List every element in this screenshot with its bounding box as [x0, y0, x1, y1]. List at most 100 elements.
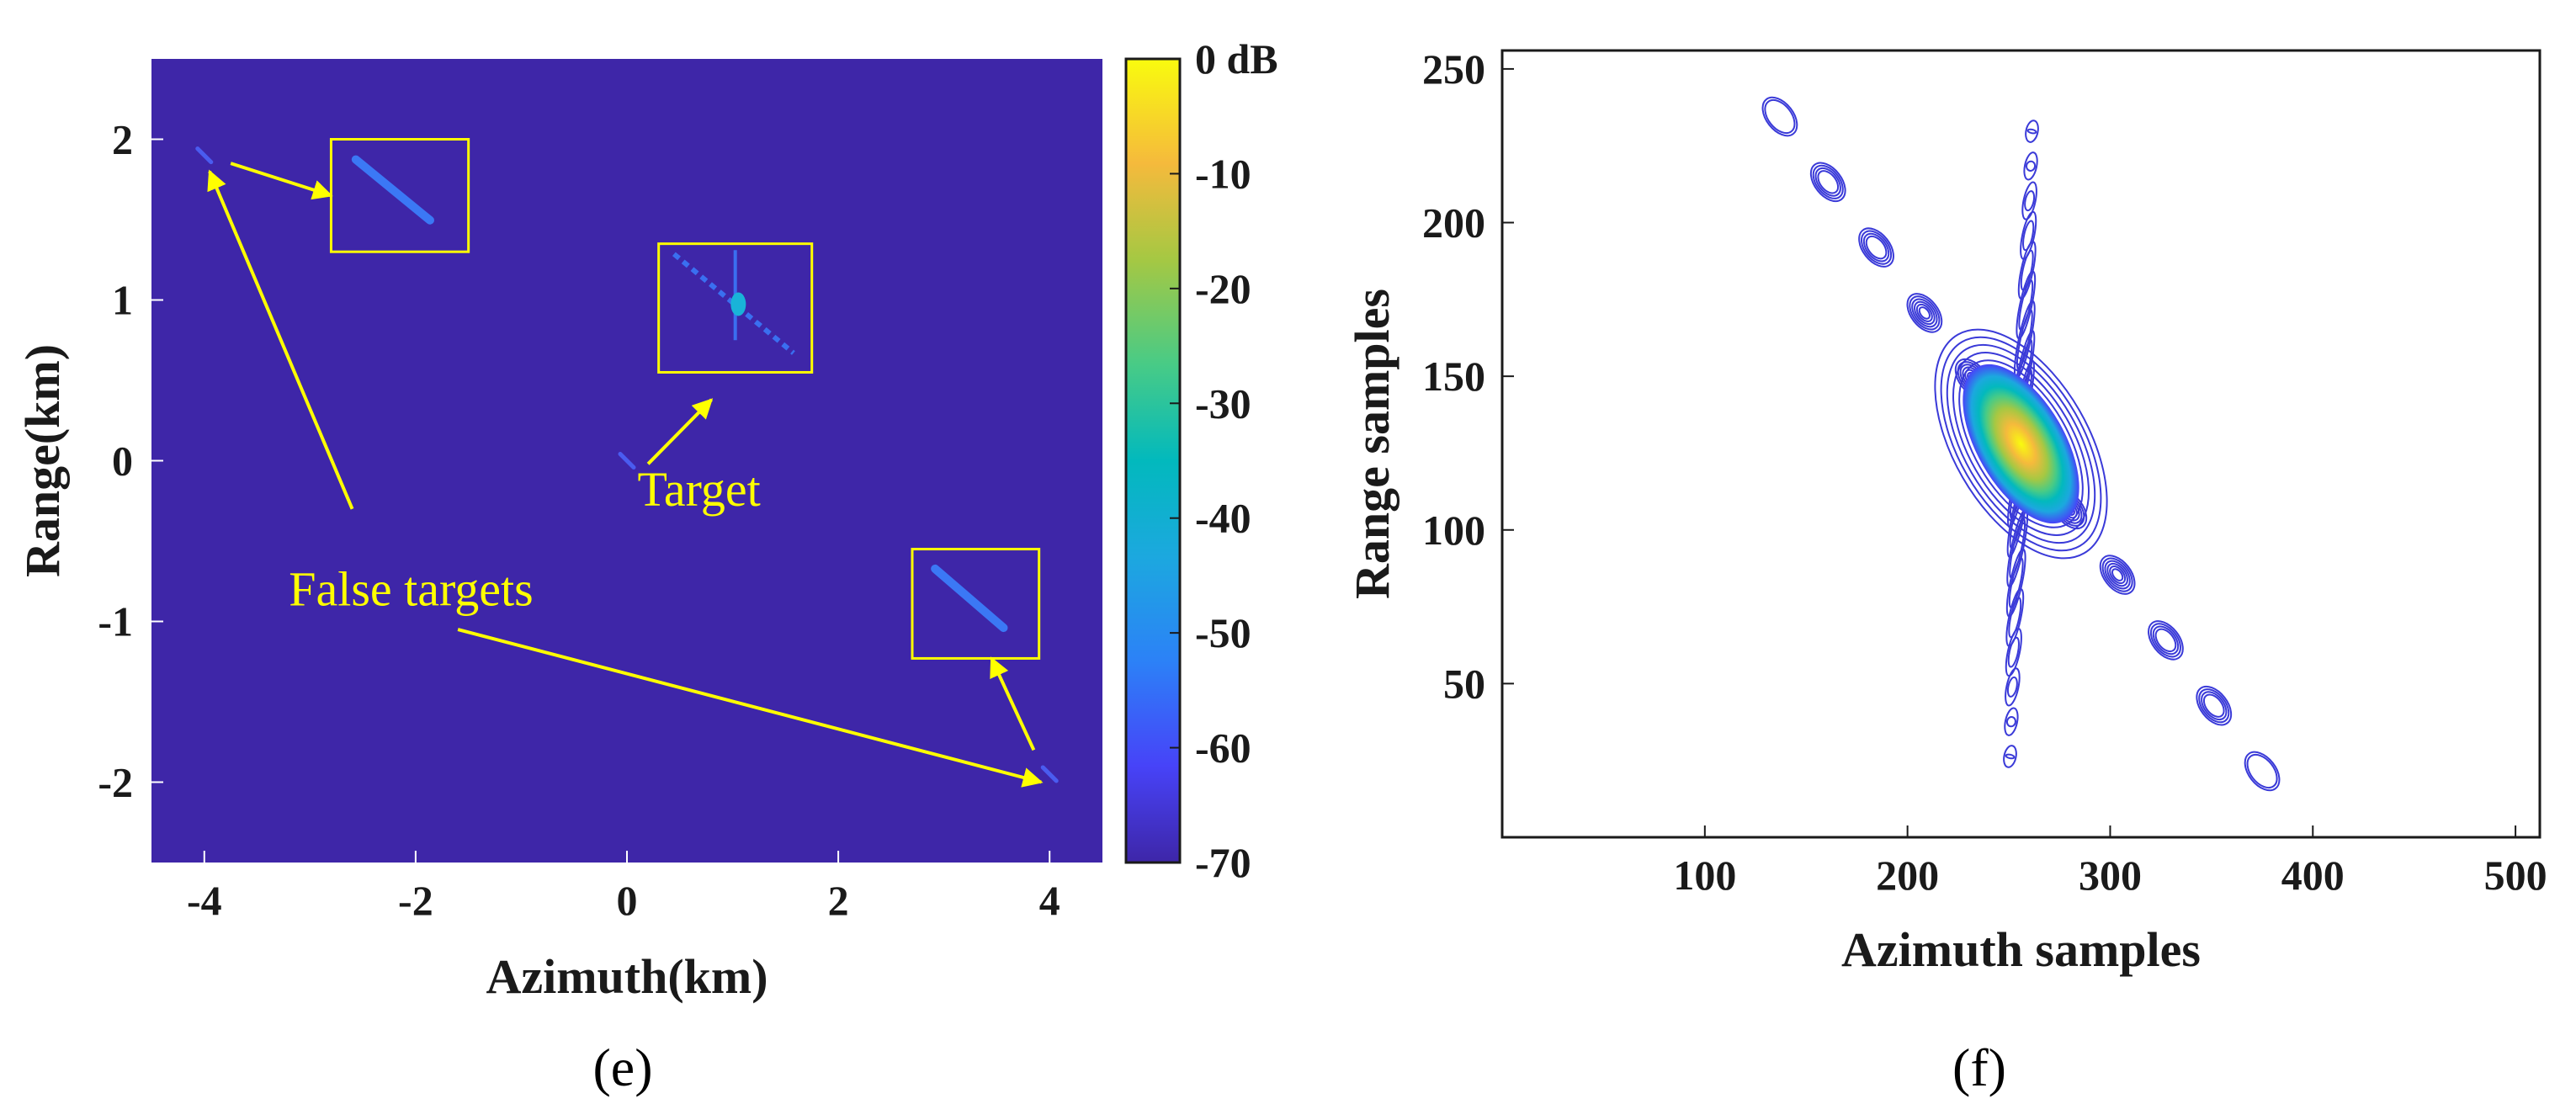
- annotation-arrow-0: [230, 162, 333, 200]
- diag-sidelobe-2-3: [2106, 562, 2128, 587]
- colorbar-tick-label-6: -60: [1195, 725, 1251, 772]
- f-y-tick-label-3: 200: [1422, 199, 1485, 247]
- colorbar: [1124, 57, 1182, 864]
- vert-sidelobe--9-0: [2003, 745, 2017, 768]
- main-lobe-ring-2: [1946, 343, 2096, 544]
- colorbar-tick-label-4: -40: [1195, 495, 1251, 542]
- vert-sidelobe-8-0: [2023, 151, 2038, 181]
- f-x-tick-label-4: 500: [2484, 852, 2547, 899]
- main-lobe: [1963, 364, 2079, 524]
- annotation-arrow-4: [646, 398, 714, 465]
- vert-sidelobe-5-1: [2020, 249, 2034, 291]
- diag-sidelobe-3-3: [2154, 628, 2177, 653]
- target-mark-1: [618, 452, 636, 470]
- e-x-tick-label-0: -4: [187, 877, 222, 924]
- f-x-ticks: 100 200 300 400 500: [1673, 825, 2547, 899]
- diag-sidelobe-2-1: [2101, 557, 2133, 592]
- diag-sidelobe-4-3: [2202, 693, 2225, 718]
- diag-sidelobe-2-4: [2109, 565, 2127, 585]
- diag-sidelobe--3-1: [1861, 230, 1893, 265]
- colorbar-tick-label-3: -30: [1195, 380, 1251, 427]
- diag-sidelobe-4-0: [2196, 685, 2233, 726]
- e-x-tick-label-2: 0: [617, 877, 638, 924]
- e-y-tick-label-1: -1: [98, 598, 133, 645]
- f-y-tick-label-0: 50: [1443, 660, 1485, 707]
- main-lobe-ring-1: [1952, 352, 2090, 536]
- zoom-streak-0: [351, 155, 434, 225]
- colorbar-tick-label-0: 0 dB: [1195, 35, 1278, 82]
- diag-sidelobe-3-2: [2152, 625, 2180, 656]
- annotation-0: Target: [638, 462, 761, 517]
- zoom-streak-2: [931, 564, 1008, 633]
- zoom-peak-1: [730, 292, 746, 316]
- f-caption: (f): [1952, 1038, 2006, 1097]
- e-marks: Target False targets: [195, 138, 1059, 788]
- zoom-streak-1: [672, 252, 795, 355]
- e-x-axis-title: Azimuth(km): [486, 949, 767, 1004]
- colorbar-tick-label-7: -70: [1195, 839, 1251, 886]
- diag-sidelobe--3-2: [1862, 232, 1890, 263]
- main-lobe-ring-0: [1958, 359, 2084, 528]
- vert-sidelobe-9-1: [2026, 128, 2037, 135]
- diag-sidelobe--2-3: [1914, 300, 1936, 326]
- vert-sidelobe-6-0: [2020, 210, 2037, 260]
- annotation-arrow-1: [207, 169, 354, 510]
- diag-sidelobe--3-3: [1865, 235, 1888, 260]
- diag-sidelobe--2-4: [1915, 303, 1933, 322]
- zoom-box-1: [657, 242, 814, 374]
- diag-sidelobe--4-1: [1812, 164, 1844, 199]
- vert-sidelobe--7-0: [2005, 667, 2021, 707]
- diag-sidelobe--2-2: [1911, 298, 1938, 328]
- e-x-ticks: -4 -2 0 2 4: [187, 851, 1060, 924]
- diag-sidelobe--2-1: [1909, 295, 1941, 331]
- vert-sidelobe--6-1: [2007, 636, 2020, 668]
- annotation-arrow-2: [457, 628, 1044, 788]
- e-y-tick-label-0: -2: [98, 759, 133, 806]
- f-x-tick-label-2: 300: [2079, 852, 2142, 899]
- f-contours: [1761, 96, 2281, 792]
- target-mark-0: [195, 146, 214, 165]
- annotation-1: False targets: [289, 561, 533, 616]
- colorbar-tick-label-2: -20: [1195, 265, 1251, 312]
- e-y-tick-label-4: 2: [112, 116, 133, 163]
- colorbar-ticks: 0 dB -10 -20 -30 -40 -50 -60 -70: [1170, 35, 1278, 886]
- vert-sidelobe--8-1: [2005, 716, 2016, 728]
- annotation-arrow-3: [990, 656, 1036, 751]
- f-x-tick-label-1: 200: [1876, 852, 1939, 899]
- f-y-ticks: 50 100 150 200 250: [1422, 45, 1514, 707]
- diag-sidelobe-4-1: [2198, 688, 2230, 724]
- e-y-ticks: -2 -1 0 1 2: [98, 116, 163, 806]
- e-x-tick-label-4: 4: [1039, 877, 1060, 924]
- diag-sidelobe-3-0: [2148, 620, 2184, 661]
- colorbar-tick-label-5: -50: [1195, 609, 1251, 656]
- main-lobe-ring-4: [1934, 328, 2108, 560]
- diag-sidelobe--4-2: [1814, 167, 1841, 197]
- e-x-tick-label-1: -2: [398, 877, 433, 924]
- diag-sidelobe--4-3: [1817, 170, 1840, 194]
- zoom-box-2: [911, 548, 1041, 660]
- vert-sidelobe--7-1: [2006, 676, 2018, 698]
- f-x-tick-label-3: 400: [2281, 852, 2345, 899]
- diag-sidelobe--2-0: [1906, 293, 1943, 333]
- e-y-tick-label-2: 0: [112, 438, 133, 485]
- diag-sidelobe-3-1: [2149, 623, 2181, 658]
- diag-sidelobe--2-5: [1918, 306, 1931, 320]
- vert-sidelobe--8-0: [2004, 707, 2019, 736]
- f-y-tick-label-4: 250: [1422, 45, 1485, 93]
- f-y-tick-label-1: 100: [1422, 507, 1485, 554]
- target-mark-2: [1040, 765, 1059, 783]
- diag-sidelobe--4-0: [1809, 162, 1846, 203]
- e-caption: (e): [592, 1038, 652, 1097]
- vert-sidelobe-9-0: [2025, 119, 2039, 143]
- colorbar-tick-label-1: -10: [1195, 150, 1251, 197]
- f-x-tick-label-0: 100: [1673, 852, 1736, 899]
- vert-sidelobe--9-1: [2005, 753, 2016, 760]
- panel-f: 100 200 300 400 500 50 100 150 200 250 Azimuth s…: [1345, 45, 2547, 1097]
- diag-sidelobe-5-1: [2246, 753, 2278, 789]
- vert-sidelobe-8-1: [2026, 160, 2037, 172]
- f-x-axis-title: Azimuth samples: [1841, 922, 2201, 977]
- diag-sidelobe--5-1: [1764, 98, 1796, 135]
- main-lobe-ring-3: [1940, 336, 2102, 552]
